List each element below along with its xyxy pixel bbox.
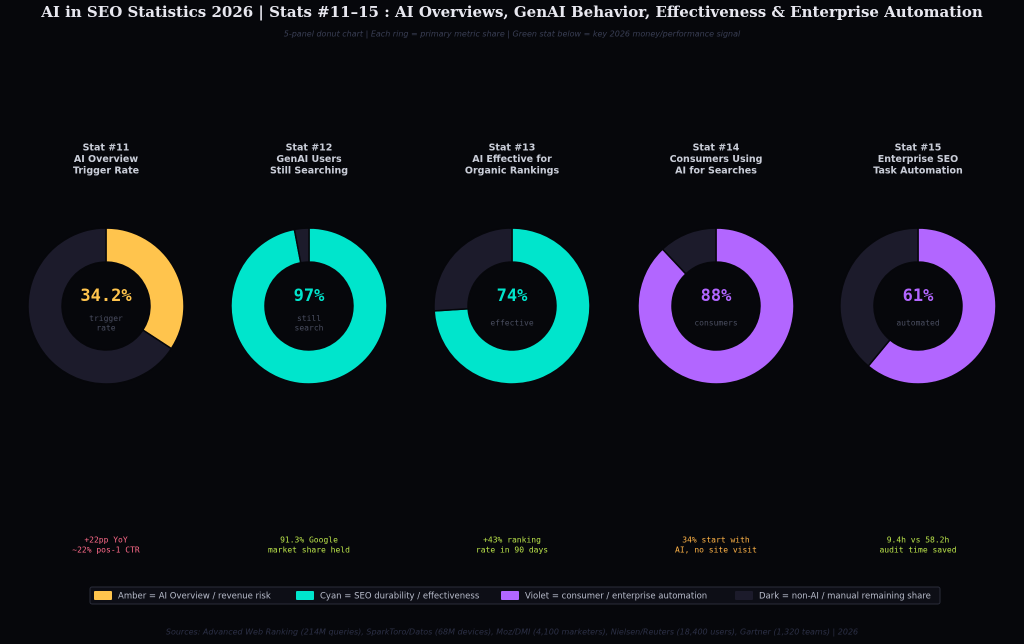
legend-label: Violet = consumer / enterprise automatio… [525, 592, 707, 602]
panel-title: Stat #13 [489, 143, 536, 154]
panel-title: GenAI Users [276, 154, 342, 165]
panel-title: Stat #15 [895, 143, 942, 154]
subtitle: 5-panel donut chart | Each ring = primar… [284, 30, 741, 39]
panel-title: Consumers Using [670, 154, 763, 165]
stat-note: +43% ranking [483, 536, 541, 545]
stat-note: market share held [268, 546, 350, 555]
donut-segment [293, 227, 310, 264]
legend-label: Cyan = SEO durability / effectiveness [320, 592, 480, 602]
legend-swatch [501, 591, 519, 600]
panel-title: Organic Rankings [465, 166, 560, 177]
stat-note: ~22% pos-1 CTR [72, 546, 140, 555]
center-value: 34.2% [80, 286, 132, 306]
stat-note: 91.3% Google [280, 536, 338, 545]
donut-segment [867, 227, 997, 385]
donut-segment [839, 227, 919, 368]
center-value: 97% [294, 286, 325, 306]
sources: Sources: Advanced Web Ranking (214M quer… [166, 628, 858, 637]
page-title: AI in SEO Statistics 2026 | Stats #11–15… [40, 3, 983, 21]
donut-segment [230, 227, 388, 385]
center-caption: trigger [89, 314, 123, 323]
center-caption: search [295, 323, 324, 332]
legend-label: Dark = non-AI / manual remaining share [759, 592, 931, 602]
donut-segment [105, 227, 185, 350]
center-caption: consumers [694, 319, 738, 328]
center-value: 74% [497, 286, 528, 306]
center-value: 88% [701, 286, 732, 306]
center-caption: still [297, 314, 321, 323]
panel-title: AI Overview [74, 154, 138, 165]
stat-note: audit time saved [879, 546, 956, 555]
donut-segment [433, 227, 591, 385]
panel-title: Trigger Rate [73, 166, 139, 177]
panel-title: Still Searching [270, 166, 348, 177]
donut-segment [637, 227, 795, 385]
center-caption: automated [896, 319, 940, 328]
panel-title: AI for Searches [675, 166, 757, 177]
panel-title: Enterprise SEO [878, 154, 958, 165]
center-caption: rate [96, 323, 115, 332]
legend-swatch [296, 591, 314, 600]
donut-segment [433, 227, 513, 312]
legend-label: Amber = AI Overview / revenue risk [118, 592, 271, 602]
panel-title: AI Effective for [472, 154, 552, 165]
donut-segment [27, 227, 173, 385]
center-caption: effective [490, 319, 534, 328]
stat-note: 34% start with [682, 536, 750, 545]
legend-swatch [735, 591, 753, 600]
stat-note: rate in 90 days [476, 546, 548, 555]
panel-title: Stat #11 [83, 143, 130, 154]
panel-title: Task Automation [873, 166, 963, 177]
center-value: 61% [903, 286, 934, 306]
panel-title: Stat #14 [693, 143, 740, 154]
stat-note: +22pp YoY [84, 536, 128, 545]
legend-swatch [94, 591, 112, 600]
stat-note: AI, no site visit [675, 546, 757, 555]
panel-title: Stat #12 [286, 143, 333, 154]
stat-note: 9.4h vs 58.2h [887, 536, 950, 545]
donut-segment [661, 227, 717, 275]
